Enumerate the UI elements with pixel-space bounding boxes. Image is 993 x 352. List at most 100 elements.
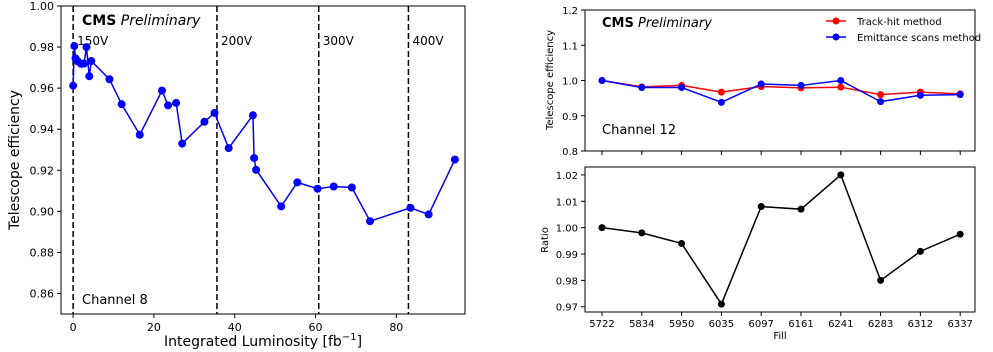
y-tick-label-0: 0.8: [562, 147, 578, 158]
left-y-axis-label: Telescope efficiency: [7, 90, 23, 231]
method-point-0-7: [877, 91, 885, 99]
y-tick-label-1: 0.9: [562, 112, 578, 123]
method-point-1-7: [877, 98, 885, 106]
ratio-point-6: [837, 171, 845, 179]
efficiency-point-20: [250, 153, 259, 162]
legend-entry-1: Emittance scans method: [857, 33, 981, 44]
x-tick-label-8: 6312: [908, 319, 933, 330]
right-bottom-x-axis-label: Fill: [773, 331, 786, 342]
method-point-1-8: [916, 91, 924, 99]
y-tick-label-5: 0.96: [30, 82, 55, 95]
x-tick-label-2: 40: [228, 321, 242, 334]
x-tick-label-1: 20: [147, 321, 161, 334]
left-plot-frame: [60, 5, 466, 315]
bias-voltage-label-3: 400V: [412, 34, 444, 48]
efficiency-line-0: [72, 45, 456, 223]
left-y-axis-ticks: 0.86 0.88 0.90 0.92 0.94 0.96 0.98 1.00: [30, 0, 61, 300]
efficiency-point-22: [277, 202, 286, 211]
left-x-axis-label: Integrated Luminosity [fb−1]: [164, 332, 362, 350]
ratio-point-8: [916, 247, 924, 255]
right-top-y-axis-ticks: 0.8 0.9 1.0 1.1 1.2: [562, 6, 585, 158]
method-point-1-1: [638, 84, 646, 92]
right-top-x-axis-ticks: [601, 151, 961, 155]
right-bottom-plot-frame: [584, 166, 976, 313]
method-line-1: [601, 79, 961, 104]
right-bottom-ratio-chart: 5722 5834 5950 6035 6097 6161 6241 6283 6312 6337…: [540, 166, 976, 342]
efficiency-point-29: [424, 210, 433, 219]
left-efficiency-series: [69, 42, 459, 226]
y-tick-label-6: 0.98: [30, 41, 55, 54]
x-tick-label-6: 6241: [828, 319, 853, 330]
method-point-1-6: [837, 77, 845, 84]
ratio-point-7: [877, 276, 885, 284]
bias-voltage-label-0: 150V: [77, 34, 109, 48]
method-point-0-6: [837, 83, 845, 91]
efficiency-point-12: [158, 86, 166, 95]
y-tick-label-4: 1.01: [556, 197, 578, 208]
right-top-channel-label: Channel 12: [602, 123, 676, 138]
y-tick-label-0: 0.86: [30, 287, 55, 300]
left-preliminary-label: Preliminary: [121, 13, 201, 29]
y-tick-label-5: 1.02: [556, 171, 578, 182]
efficiency-point-17: [210, 108, 219, 117]
x-tick-label-5: 6161: [788, 319, 813, 330]
legend-swatch-marker-0: [832, 17, 840, 25]
method-line-0: [601, 79, 961, 96]
left-x-axis-label-sup: −1: [342, 332, 357, 343]
efficiency-point-28: [406, 203, 415, 212]
ratio-point-2: [678, 239, 686, 247]
left-x-axis-label-close: ]: [357, 334, 362, 350]
efficiency-point-10: [117, 100, 126, 109]
efficiency-point-27: [366, 217, 375, 226]
ratio-point-0: [598, 224, 606, 232]
y-tick-label-2: 1.0: [562, 77, 578, 88]
efficiency-point-23: [293, 178, 302, 187]
left-channel-label: Channel 8: [82, 293, 148, 308]
y-tick-label-0: 0.97: [556, 303, 578, 314]
right-bottom-ratio-series: [598, 171, 964, 308]
method-point-1-2: [678, 84, 686, 92]
efficiency-point-0: [69, 81, 78, 90]
right-top-chart-channel-12: 0.8 0.9 1.0 1.1 1.2 CMS Preliminary Channel …: [545, 6, 981, 158]
efficiency-point-24: [313, 184, 322, 193]
y-tick-label-7: 1.00: [30, 0, 55, 13]
right-top-legend: Track-hit method Emittance scans method: [826, 17, 981, 44]
efficiency-point-21: [252, 165, 261, 174]
right-bottom-y-axis-ticks: 0.97 0.98 0.99 1.00 1.01 1.02: [556, 171, 585, 314]
x-tick-label-1: 5834: [629, 319, 654, 330]
left-cms-banner: CMS Preliminary: [82, 13, 201, 29]
left-x-axis-ticks: 0 20 40 60 80: [70, 314, 403, 334]
ratio-point-3: [717, 300, 725, 308]
efficiency-point-19: [248, 111, 257, 120]
legend-swatch-marker-1: [832, 33, 840, 41]
ratio-point-4: [757, 203, 765, 211]
y-tick-label-3: 1.00: [556, 224, 578, 235]
left-chart-channel-8: 150V 200V 300V 400V 0 20 40 60 80 0.860.880.900…: [7, 0, 466, 350]
x-tick-label-2: 5950: [669, 319, 694, 330]
y-tick-label-1: 0.98: [556, 276, 578, 287]
legend-entry-0: Track-hit method: [856, 17, 942, 28]
x-tick-label-0: 0: [70, 321, 77, 334]
method-point-0-3: [717, 88, 725, 96]
right-preliminary-label: Preliminary: [638, 16, 712, 31]
ratio-point-5: [797, 205, 805, 213]
efficiency-point-8: [87, 57, 96, 66]
efficiency-point-11: [135, 130, 144, 139]
efficiency-point-30: [450, 155, 459, 164]
right-bottom-y-axis-label: Ratio: [540, 227, 551, 253]
right-top-series: [598, 77, 964, 106]
right-cms-banner: CMS Preliminary: [602, 16, 712, 31]
method-point-1-5: [797, 81, 805, 89]
method-point-1-3: [717, 98, 725, 106]
y-tick-label-2: 0.99: [556, 250, 578, 261]
left-cms-bold: CMS: [82, 13, 116, 29]
bias-voltage-label-1: 200V: [221, 34, 253, 48]
efficiency-point-16: [200, 117, 209, 126]
efficiency-point-9: [105, 75, 114, 84]
left-bias-voltage-lines: 150V 200V 300V 400V: [72, 6, 444, 314]
ratio-point-9: [956, 230, 964, 238]
efficiency-point-26: [347, 183, 356, 192]
method-point-1-4: [757, 80, 765, 88]
ratio-point-1: [638, 229, 646, 237]
